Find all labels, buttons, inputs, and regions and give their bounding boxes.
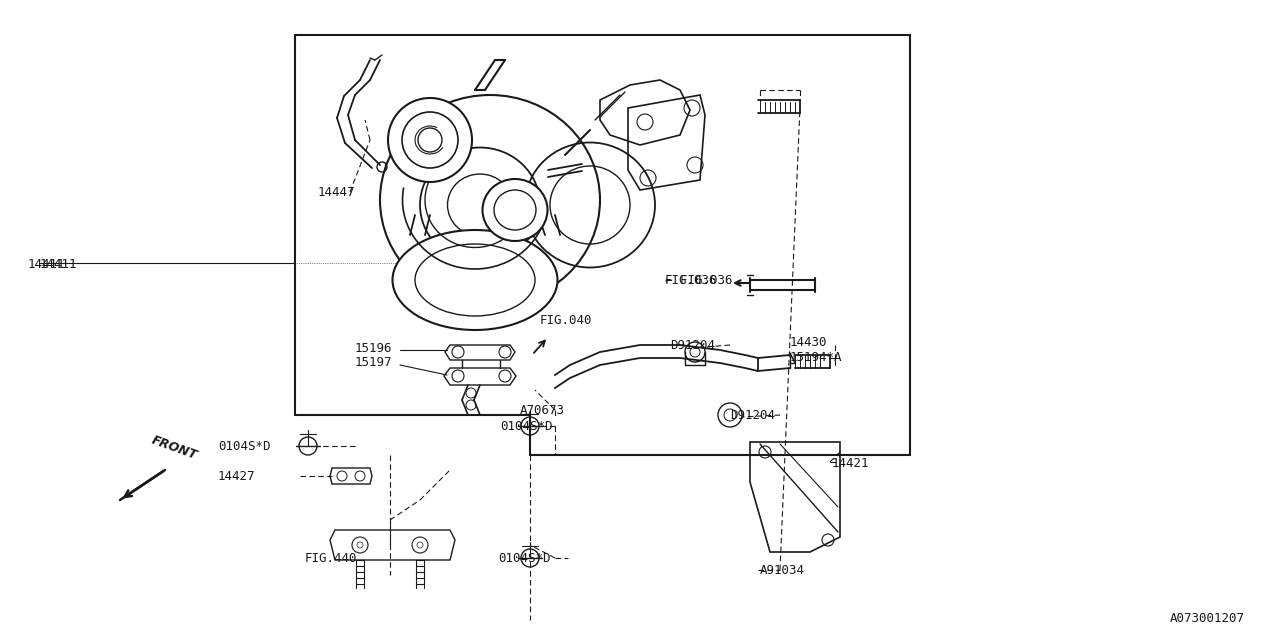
Text: 14411: 14411 <box>28 257 65 271</box>
Text: 14447: 14447 <box>317 186 356 198</box>
Text: A91034: A91034 <box>760 564 805 577</box>
Text: 15194*A: 15194*A <box>790 351 842 364</box>
Text: 15196: 15196 <box>355 342 393 355</box>
Ellipse shape <box>393 230 558 330</box>
Text: A073001207: A073001207 <box>1170 612 1245 625</box>
Text: D91204: D91204 <box>669 339 716 351</box>
Text: D91204: D91204 <box>730 408 774 422</box>
Text: 14421: 14421 <box>832 456 869 470</box>
Text: 15197: 15197 <box>355 355 393 369</box>
Circle shape <box>388 98 472 182</box>
Text: A70673: A70673 <box>520 403 564 417</box>
Text: FIG.036: FIG.036 <box>666 273 718 287</box>
Text: FIG.040: FIG.040 <box>540 314 593 326</box>
Text: 0104S*D: 0104S*D <box>218 440 270 452</box>
Ellipse shape <box>483 179 548 241</box>
Text: FRONT: FRONT <box>150 433 200 462</box>
Text: FIG.440: FIG.440 <box>305 552 357 564</box>
Text: 0104S*D: 0104S*D <box>498 552 550 564</box>
Text: 14427: 14427 <box>218 470 256 483</box>
Text: 0104S*D: 0104S*D <box>500 419 553 433</box>
Text: 14411: 14411 <box>40 257 78 271</box>
Text: ← FIG.036: ← FIG.036 <box>666 273 732 287</box>
Text: 14430: 14430 <box>790 335 827 349</box>
